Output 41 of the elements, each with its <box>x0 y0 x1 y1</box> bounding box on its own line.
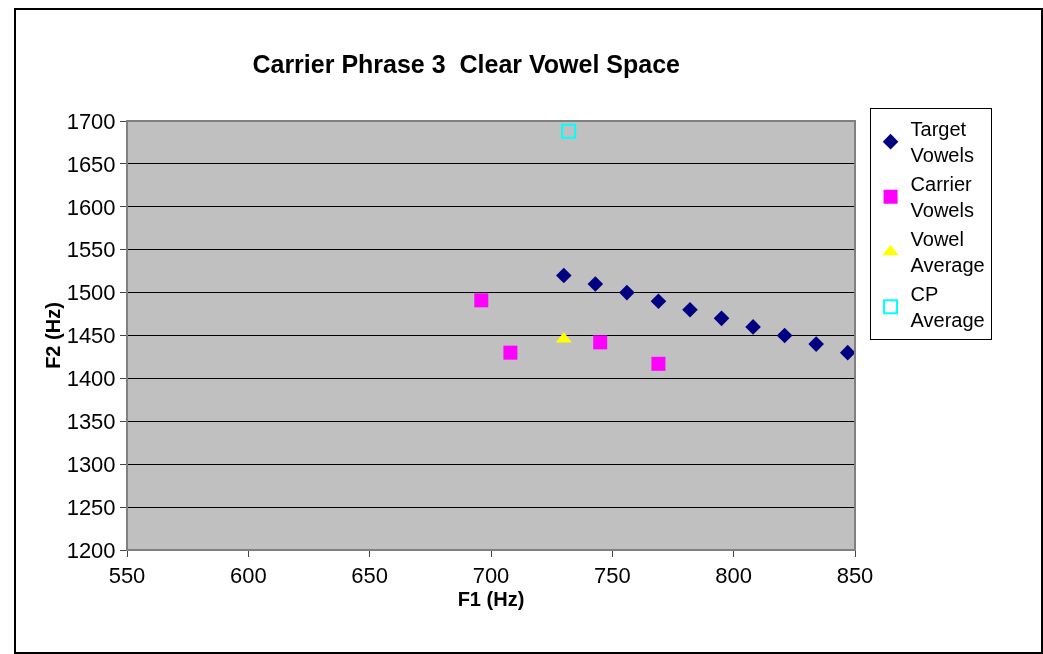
point <box>808 336 824 352</box>
point <box>745 319 761 335</box>
point <box>556 267 572 284</box>
x-tick-label: 700 <box>472 563 510 589</box>
legend-label: Vowel Average <box>910 228 985 277</box>
point <box>503 345 518 360</box>
x-tick-label: 750 <box>593 563 631 589</box>
point <box>561 123 577 139</box>
point <box>651 356 666 371</box>
y-tick-label: 1450 <box>66 323 116 349</box>
x-tick-label: 800 <box>715 563 753 589</box>
y-tick-label: 1650 <box>66 151 116 177</box>
point <box>650 293 667 309</box>
chart-title: Carrier Phrase 3 Clear Vowel Space <box>252 50 681 79</box>
y-tick-label: 1700 <box>66 108 116 134</box>
point <box>593 335 608 350</box>
y-tick-label: 1500 <box>66 280 116 306</box>
x-axis-title: F1 (Hz) <box>457 588 525 611</box>
point <box>555 331 572 343</box>
point <box>713 310 730 327</box>
y-tick-label: 1250 <box>66 494 116 520</box>
y-tick-label: 1350 <box>66 409 116 434</box>
y-tick-label: 1300 <box>66 451 116 477</box>
x-tick-label: 600 <box>229 563 267 589</box>
point <box>587 276 604 292</box>
y-tick-label: 1550 <box>66 237 116 263</box>
point <box>619 284 635 301</box>
legend-label: Target Vowels <box>910 118 974 167</box>
y-tick-label: 1200 <box>66 537 116 563</box>
y-axis-title: F2 (Hz) <box>42 302 65 369</box>
point <box>682 301 698 318</box>
y-tick-label: 1400 <box>66 366 116 392</box>
legend-label: Carrier Vowels <box>910 173 974 222</box>
point <box>776 327 793 344</box>
x-tick-label: 550 <box>108 563 146 589</box>
x-tick-label: 650 <box>351 563 389 589</box>
point <box>474 293 489 308</box>
point <box>839 344 856 361</box>
x-tick-label: 850 <box>836 563 874 589</box>
y-tick-label: 1600 <box>66 194 116 220</box>
legend-label: CP Average <box>910 283 985 332</box>
